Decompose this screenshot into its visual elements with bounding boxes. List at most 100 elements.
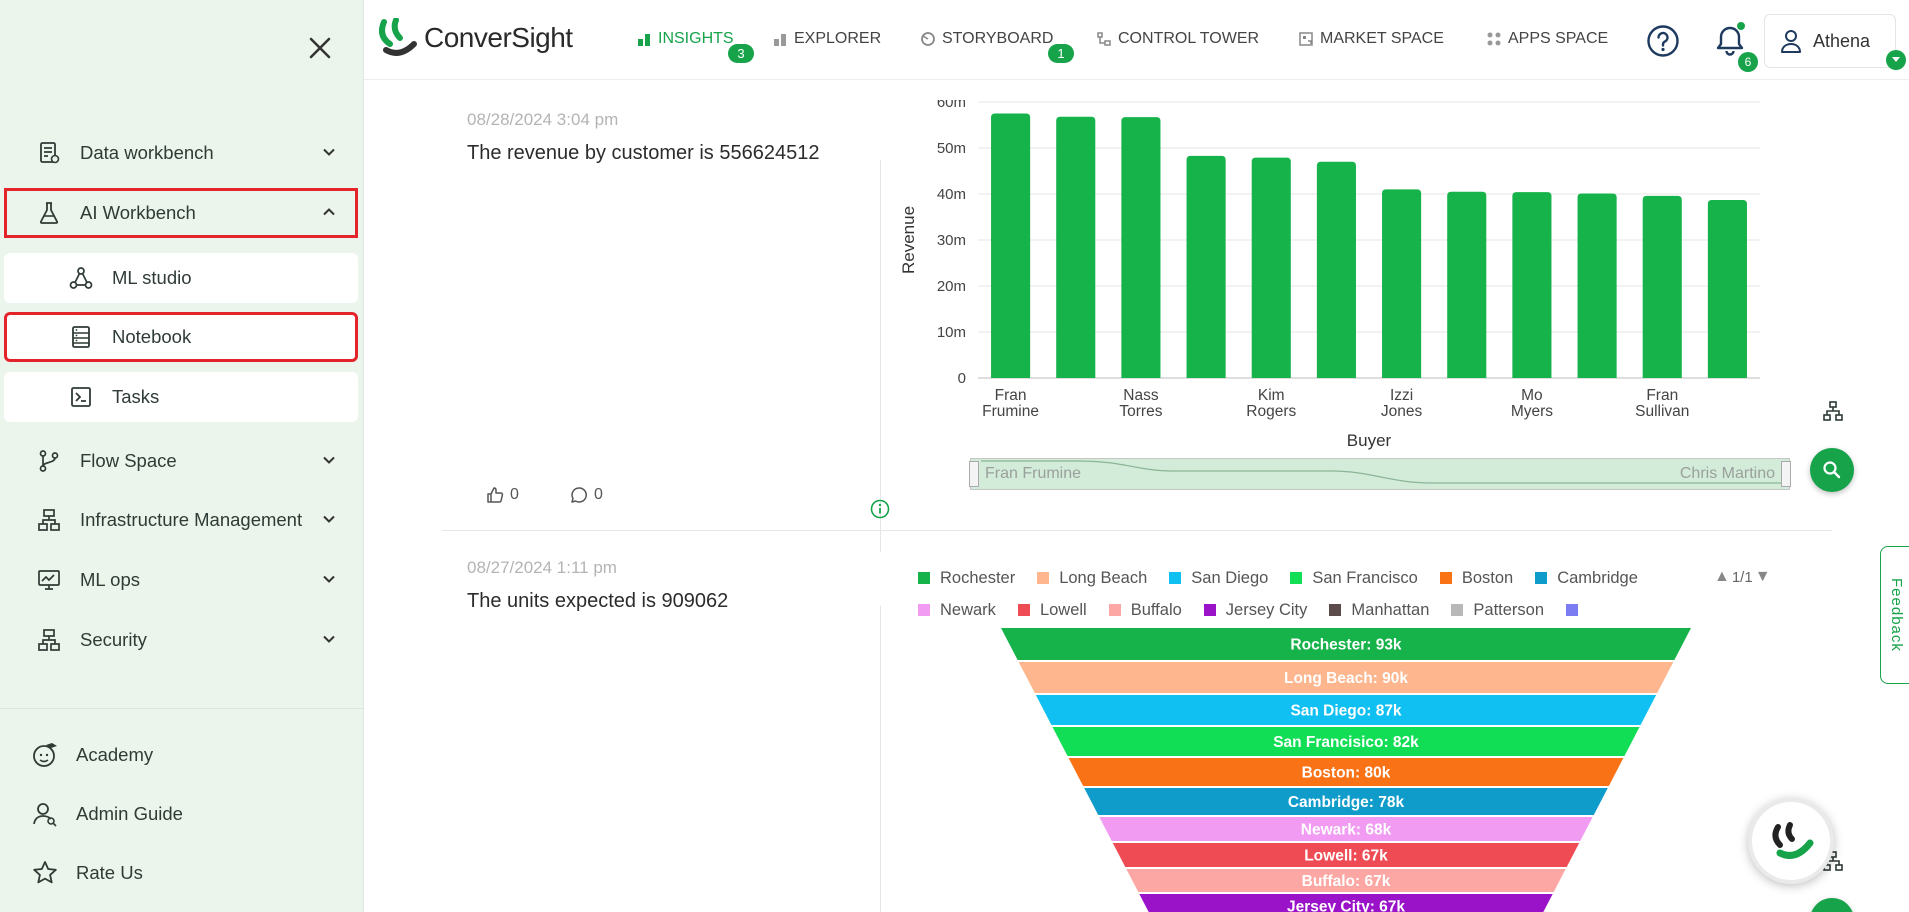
bar[interactable] <box>1447 191 1487 378</box>
tab-insights[interactable]: INSIGHTS <box>636 30 734 48</box>
tab-explorer[interactable]: EXPLORER <box>772 30 881 48</box>
funnel-segment[interactable] <box>1139 894 1553 912</box>
legend-item[interactable]: Patterson <box>1451 601 1544 620</box>
bar[interactable] <box>1186 155 1226 378</box>
legend-label: Newark <box>940 600 996 619</box>
comment-icon <box>571 487 587 503</box>
slider-left-handle[interactable] <box>969 461 979 487</box>
user-menu-button[interactable]: Athena <box>1764 14 1896 68</box>
user-menu-caret[interactable] <box>1886 50 1906 70</box>
explorer-icon <box>772 31 788 47</box>
tab-storyboard[interactable]: STORYBOARD <box>920 30 1053 48</box>
bar[interactable] <box>1251 157 1291 378</box>
legend-pager[interactable]: ▲ 1/1 ▼ <box>1714 568 1771 586</box>
top-header: ConverSight INSIGHTS 3 EXPLORER STORYBOA… <box>364 0 1909 80</box>
like-button[interactable]: 0 <box>486 486 519 504</box>
help-button[interactable] <box>1646 24 1680 58</box>
funnel-segment[interactable] <box>1068 758 1624 786</box>
legend-item[interactable] <box>1566 604 1588 616</box>
user-icon <box>1781 30 1801 53</box>
insight-text[interactable]: The revenue by customer is 556624512 <box>467 142 820 164</box>
info-icon[interactable] <box>870 499 890 519</box>
sidebar-rate-us[interactable]: Rate Us <box>30 853 143 893</box>
help-icon <box>1647 25 1679 57</box>
bar[interactable] <box>1382 189 1422 378</box>
tab-storyboard-badge: 1 <box>1048 44 1074 63</box>
like-count: 0 <box>510 486 519 503</box>
tab-apps-space[interactable]: APPS SPACE <box>1486 30 1608 48</box>
slider-right-handle[interactable] <box>1781 461 1791 487</box>
chevron-down-icon <box>323 575 335 583</box>
sidebar-admin-guide[interactable]: Admin Guide <box>30 794 183 834</box>
legend-item[interactable]: Jersey City <box>1203 600 1308 620</box>
sidebar-academy[interactable]: Academy <box>30 735 153 775</box>
funnel-segment[interactable] <box>1001 628 1691 660</box>
sidebar-item-security[interactable]: Security <box>4 615 358 665</box>
bar[interactable] <box>1121 117 1161 379</box>
feedback-tab[interactable]: Feedback <box>1880 546 1909 684</box>
legend-prev-icon[interactable]: ▲ <box>1714 568 1730 585</box>
bar[interactable] <box>1707 199 1747 378</box>
conversight-logo-icon <box>379 18 417 56</box>
legend-item[interactable]: San Francisco <box>1290 569 1418 588</box>
sidebar-item-data-workbench[interactable]: Data workbench <box>4 128 358 178</box>
legend-item[interactable]: Boston <box>1439 569 1513 588</box>
slider-preview-line <box>981 460 1781 484</box>
legend-item[interactable]: Long Beach <box>1037 569 1147 588</box>
legend-page-label: 1/1 <box>1731 568 1753 586</box>
sidebar-subitem-ml-studio[interactable]: ML studio <box>4 253 358 303</box>
close-sidebar-button[interactable] <box>300 28 340 68</box>
funnel-segment[interactable] <box>1099 817 1593 841</box>
bar[interactable] <box>1316 161 1356 378</box>
legend-item[interactable]: Rochester <box>918 569 1015 588</box>
tab-market-space[interactable]: MARKET SPACE <box>1298 30 1444 48</box>
sidebar-item-ml-ops[interactable]: ML ops <box>4 555 358 605</box>
legend-item[interactable]: Cambridge <box>1535 569 1638 588</box>
chat-assistant-button[interactable] <box>1748 798 1834 884</box>
funnel-segment[interactable] <box>1126 869 1566 892</box>
legend-item[interactable]: Manhattan <box>1329 601 1429 620</box>
legend-swatch <box>1535 572 1548 584</box>
notifications-button[interactable] <box>1714 24 1746 58</box>
legend-item[interactable]: San Diego <box>1169 569 1268 588</box>
funnel-label: Rochester: 93k <box>1290 637 1402 654</box>
legend-row: Rochester Long Beach San Diego San Francisc… <box>918 562 1778 594</box>
bar[interactable] <box>1512 192 1552 378</box>
sidebar-subitem-notebook[interactable]: Notebook <box>4 312 358 362</box>
bar[interactable] <box>991 113 1031 379</box>
brand-logo[interactable]: ConverSight <box>376 18 573 58</box>
sidebar-item-flow-space[interactable]: Flow Space <box>4 436 358 486</box>
storyboard-icon <box>920 31 936 47</box>
sidebar-subitem-tasks[interactable]: Tasks <box>4 372 358 422</box>
sidebar-item-ai-workbench[interactable]: AI Workbench <box>4 188 358 238</box>
comment-button[interactable]: 0 <box>570 486 603 504</box>
funnel-segment[interactable] <box>1018 662 1674 693</box>
notification-count: 6 <box>1738 52 1758 72</box>
sidebar-item-label: Security <box>80 629 147 650</box>
tab-control-tower[interactable]: CONTROL TOWER <box>1096 30 1259 48</box>
terminal-icon <box>68 384 94 410</box>
chart-range-slider[interactable]: Fran Frumine Chris Martino <box>969 458 1791 490</box>
bar[interactable] <box>1577 193 1617 378</box>
legend-item[interactable]: Buffalo <box>1108 601 1182 620</box>
bar[interactable] <box>1056 116 1096 378</box>
legend-item[interactable]: Newark <box>918 601 996 620</box>
bar[interactable] <box>1642 195 1682 378</box>
sidebar-item-infrastructure[interactable]: Infrastructure Management <box>4 495 358 545</box>
legend-label: Jersey City <box>1225 600 1308 619</box>
funnel-segment[interactable] <box>1035 695 1657 725</box>
funnel-segment[interactable] <box>1112 843 1580 867</box>
funnel-segment[interactable] <box>1084 788 1608 815</box>
y-tick-label: 30m <box>937 232 966 249</box>
zoom-search-button-2[interactable] <box>1810 898 1854 912</box>
legend-item[interactable]: Lowell <box>1017 601 1087 620</box>
card-divider <box>880 160 881 552</box>
zoom-search-button[interactable] <box>1810 448 1854 492</box>
funnel-label: San Diego: 87k <box>1290 703 1401 720</box>
notebook-icon <box>68 324 94 350</box>
insight-text[interactable]: The units expected is 909062 <box>467 590 729 612</box>
legend-next-icon[interactable]: ▼ <box>1754 568 1771 585</box>
hierarchy-tool-button[interactable] <box>1816 394 1850 428</box>
funnel-segment[interactable] <box>1052 727 1640 756</box>
comment-count: 0 <box>594 486 603 503</box>
